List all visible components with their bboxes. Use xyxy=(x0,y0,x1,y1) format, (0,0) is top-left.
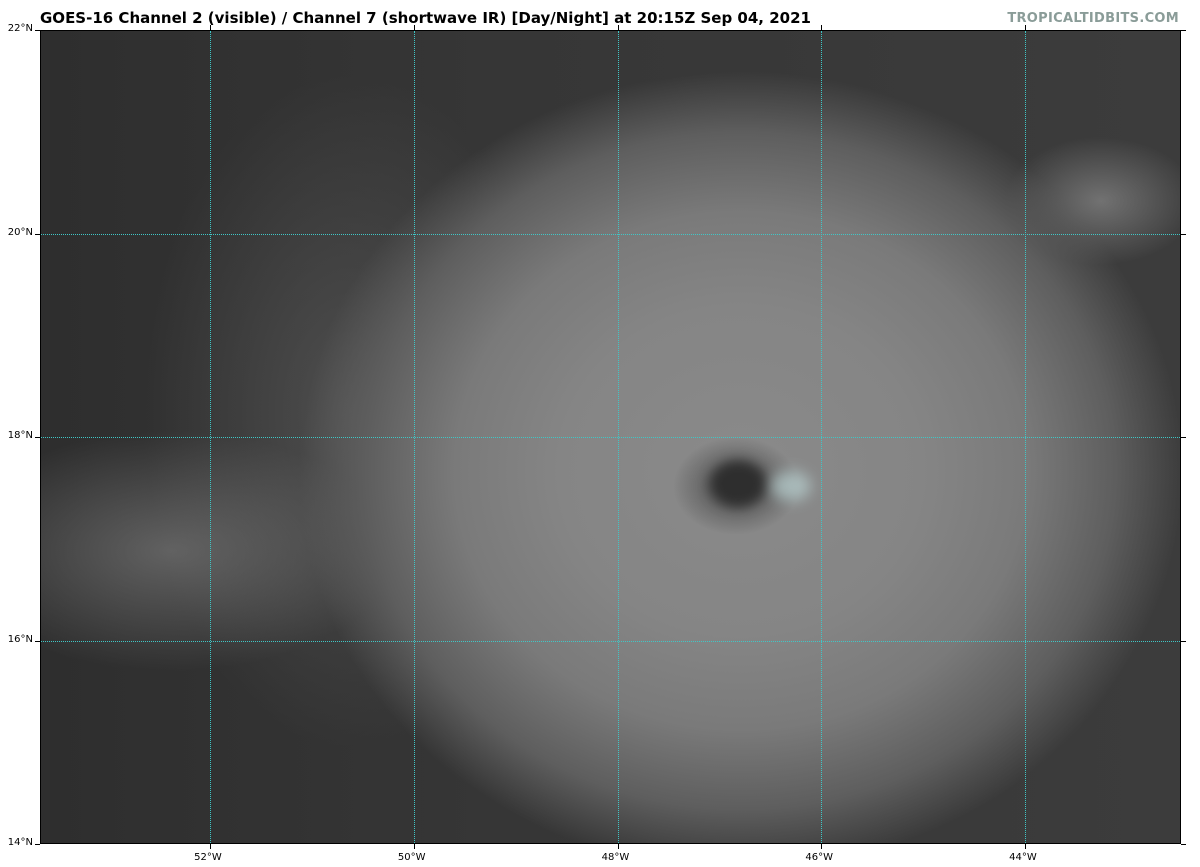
latitude-tick xyxy=(35,233,40,235)
convection-highlight xyxy=(771,471,811,501)
longitude-label: 50°W xyxy=(397,852,426,863)
latitude-tick xyxy=(35,640,40,642)
longitude-gridline xyxy=(413,31,415,843)
longitude-tick xyxy=(413,25,415,30)
longitude-tick xyxy=(1025,844,1027,849)
longitude-tick xyxy=(821,844,823,849)
latitude-label: 18°N xyxy=(7,430,33,441)
longitude-tick xyxy=(210,844,212,849)
longitude-gridline xyxy=(210,31,212,843)
map-title: GOES-16 Channel 2 (visible) / Channel 7 … xyxy=(40,9,811,27)
longitude-tick xyxy=(210,25,212,30)
hurricane-eye xyxy=(711,461,766,506)
latitude-tick xyxy=(1181,233,1186,235)
latitude-tick xyxy=(1181,640,1186,642)
longitude-tick xyxy=(1025,25,1027,30)
longitude-tick xyxy=(617,844,619,849)
latitude-label: 16°N xyxy=(7,633,33,645)
longitude-tick xyxy=(617,25,619,30)
latitude-label: 14°N xyxy=(7,837,33,848)
latitude-tick xyxy=(1181,437,1186,438)
latitude-tick xyxy=(35,30,40,31)
latitude-label: 20°N xyxy=(7,226,33,238)
brand-watermark: TROPICALTIDBITS.COM xyxy=(1007,11,1179,26)
longitude-label: 46°W xyxy=(805,852,833,863)
latitude-label: 22°N xyxy=(7,23,33,34)
latitude-tick xyxy=(35,437,40,438)
latitude-tick xyxy=(1181,844,1186,845)
longitude-label: 48°W xyxy=(601,852,630,863)
longitude-gridline xyxy=(617,31,619,843)
longitude-tick xyxy=(821,25,823,30)
longitude-tick xyxy=(413,844,415,849)
latitude-gridline xyxy=(41,437,1180,438)
longitude-label: 52°W xyxy=(194,852,222,863)
longitude-gridline xyxy=(1025,31,1027,843)
longitude-label: 44°W xyxy=(1009,852,1037,863)
latitude-gridline xyxy=(41,233,1180,235)
latitude-tick xyxy=(1181,30,1186,31)
satellite-image xyxy=(40,30,1181,844)
latitude-tick xyxy=(35,844,40,845)
latitude-gridline xyxy=(41,640,1180,642)
longitude-gridline xyxy=(821,31,823,843)
